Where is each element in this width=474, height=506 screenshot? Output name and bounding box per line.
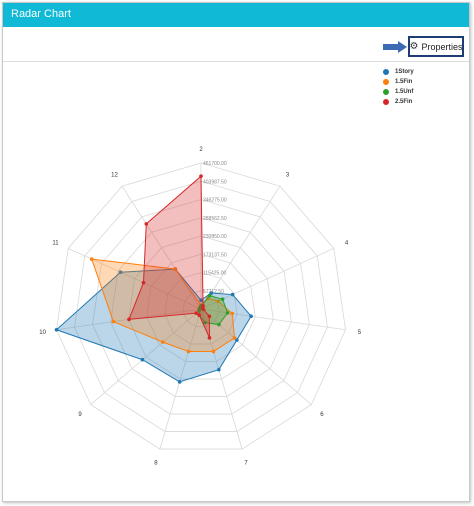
legend-swatch (383, 79, 389, 85)
radial-tick-label: 288562.50 (203, 216, 227, 222)
axis-spoke (200, 308, 346, 331)
axis-label: 7 (244, 461, 248, 467)
axis-label: 8 (154, 461, 158, 467)
chart-legend: 1Story 1.5Fin 1.5Unf 2.5Fin (383, 67, 414, 107)
legend-swatch (383, 99, 389, 105)
grid-ring (56, 162, 346, 450)
series-point (209, 291, 214, 295)
pointer-arrow-icon (383, 41, 407, 53)
axis-label: 11 (52, 241, 59, 247)
series-point (211, 349, 216, 354)
series-point (216, 299, 221, 303)
series-point (194, 311, 199, 315)
series-point (141, 280, 146, 285)
legend-item[interactable]: 1Story (383, 67, 414, 77)
series-point (118, 270, 123, 275)
axis-label: 12 (111, 172, 118, 178)
axis-label: 6 (320, 412, 324, 418)
radial-tick-label: 115425.00 (203, 271, 226, 277)
series-point (89, 257, 94, 261)
series-point (232, 336, 237, 340)
series-point (173, 267, 178, 271)
series-point (203, 320, 207, 325)
radial-tick-label: 57712.50 (203, 289, 224, 295)
grid-ring (92, 199, 310, 415)
legend-item[interactable]: 1.5Unf (383, 87, 414, 97)
grid-ring (74, 180, 328, 432)
series-point (201, 307, 206, 312)
series-point (111, 319, 116, 324)
properties-label: Properties (421, 41, 463, 52)
legend-swatch (383, 89, 389, 95)
series-point (160, 340, 165, 344)
series-point (199, 174, 203, 178)
series-point (186, 349, 191, 354)
grid-ring (128, 235, 274, 380)
radial-tick-label: 173137.50 (203, 252, 227, 258)
series-point (230, 311, 235, 316)
axis-label: 5 (358, 330, 362, 336)
radial-tick-label: 461700.00 (203, 161, 227, 167)
axis-spoke (121, 185, 202, 310)
legend-item[interactable]: 1.5Fin (383, 77, 414, 87)
radial-tick-label: 346275.00 (203, 198, 227, 204)
legend-swatch (383, 69, 389, 75)
grid-ring (164, 272, 238, 345)
axis-label: 2 (199, 147, 203, 153)
legend-label: 1.5Unf (395, 89, 414, 95)
legend-label: 2.5Fin (395, 99, 413, 105)
legend-item[interactable]: 2.5Fin (383, 97, 414, 107)
axis-spoke (200, 185, 281, 310)
axis-spoke (159, 308, 202, 450)
grid-ring (110, 217, 292, 397)
radial-tick-label: 230850.00 (203, 234, 227, 240)
series-point (235, 338, 239, 342)
legend-label: 1Story (395, 69, 414, 75)
series-point (207, 293, 212, 298)
series-point (199, 298, 203, 302)
series-point (127, 317, 131, 322)
grid-ring (146, 253, 256, 362)
panel-header: Radar Chart (3, 3, 469, 27)
axis-label: 9 (78, 412, 82, 418)
series-point (144, 222, 149, 226)
series-point (217, 322, 221, 327)
axis-label: 3 (286, 172, 290, 178)
legend-label: 1.5Fin (395, 79, 413, 85)
series-point (225, 311, 230, 315)
axis-spoke (90, 308, 202, 405)
panel-title: Radar Chart (11, 8, 71, 20)
series-point (140, 357, 145, 362)
radar-chart: 2 3 4 5 6 7 8 9 10 11 12 57712.50 115425.00 173137.50… (39, 147, 362, 467)
series-point (207, 336, 212, 340)
axis-label: 10 (39, 330, 46, 336)
axis-label: 4 (345, 241, 349, 247)
series-point (197, 313, 202, 317)
series-point (177, 380, 182, 384)
series-point (217, 367, 221, 372)
series-point (207, 314, 212, 319)
series-point (249, 314, 253, 319)
series-point (54, 327, 59, 332)
chart-panel: Radar Chart ⚙ Properties 2 3 4 5 6 7 8 9 10 11 12 5… (2, 2, 470, 502)
axis-spoke (200, 308, 243, 450)
toolbar-divider (3, 61, 469, 62)
series-point (230, 292, 235, 297)
radial-tick-label: 403987.50 (203, 179, 227, 185)
grid-ring (182, 290, 220, 327)
series-point (220, 297, 225, 301)
gear-icon: ⚙ (409, 40, 419, 52)
properties-button[interactable]: ⚙ Properties (408, 36, 464, 57)
